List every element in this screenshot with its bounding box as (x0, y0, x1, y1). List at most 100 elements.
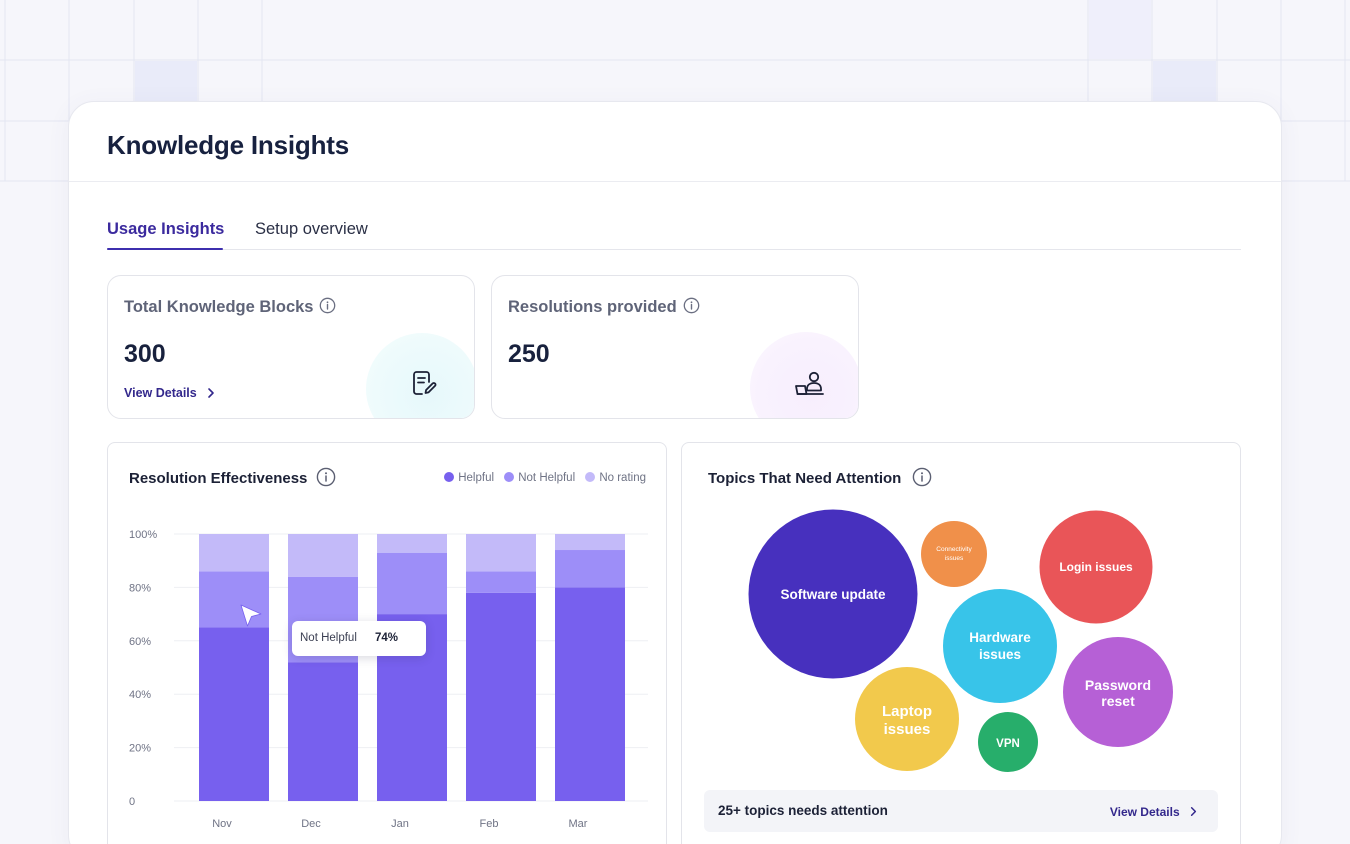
mouse-cursor-icon (240, 604, 262, 627)
bubble (748, 509, 918, 679)
bar-segment-no-rating[interactable] (377, 534, 447, 553)
topics-attention-panel: Topics That Need Attention Software upda… (681, 442, 1241, 844)
bubble (943, 589, 1057, 703)
legend-label: Not Helpful (518, 472, 576, 484)
view-details-label: View Details (1109, 805, 1180, 819)
bubble-label: issues (884, 721, 931, 738)
stat-card-total-knowledge-blocks: Total Knowledge Blocks 300 View Details (107, 275, 475, 419)
y-tick-label: 60% (129, 636, 151, 648)
tooltip-value: 74% (375, 632, 399, 644)
tab-bar: Usage Insights Setup overview (107, 216, 1241, 250)
bubble (978, 712, 1038, 772)
bar-segment-not-helpful[interactable] (377, 552, 447, 615)
panel-title-label: Resolution Effectiveness (129, 470, 308, 487)
bar-segment-no-rating[interactable] (288, 534, 358, 577)
bar-segment-not-helpful[interactable] (466, 571, 536, 593)
bubble-label: issues (945, 555, 964, 562)
stat-title-label: Total Knowledge Blocks (124, 298, 314, 316)
panel-title-label: Topics That Need Attention (708, 470, 902, 487)
view-details-link[interactable]: View Details (124, 386, 218, 400)
bar-segment-helpful[interactable] (199, 627, 269, 801)
x-tick-label: Dec (301, 818, 321, 830)
legend-label: Helpful (458, 472, 495, 484)
chart-tooltip: Not Helpful 74% (292, 621, 426, 656)
knowledge-insights-card: Knowledge Insights Usage Insights Setup … (68, 101, 1282, 844)
bar-segment-no-rating[interactable] (466, 534, 536, 572)
bubble-label: reset (1101, 693, 1135, 709)
bubble-label: Laptop (882, 703, 932, 720)
bubble-laptop-issues[interactable]: Laptop issues (855, 667, 959, 771)
stat-title-label: Resolutions provided (508, 298, 677, 316)
bubble-connectivity-issues[interactable]: Connectivity issues (921, 521, 987, 587)
legend-item-no-rating: No rating (585, 472, 646, 484)
bubble (921, 521, 987, 587)
bubble-login-issues[interactable]: Login issues (1039, 510, 1153, 624)
bar-segment-not-helpful[interactable] (199, 571, 269, 628)
chart-legend: Helpful Not Helpful No rating (437, 472, 646, 484)
x-tick-label: Mar (569, 818, 588, 830)
bubble-label: VPN (996, 738, 1020, 750)
active-tab-indicator (107, 248, 223, 250)
info-icon[interactable] (683, 297, 700, 314)
resolution-effectiveness-panel: Resolution Effectiveness Helpful Not Hel… (107, 442, 667, 844)
legend-dot (585, 472, 596, 482)
info-icon[interactable] (319, 297, 336, 314)
y-tick-label: 40% (129, 689, 151, 701)
bar-segment-no-rating[interactable] (199, 534, 269, 572)
bar-segment-not-helpful[interactable] (555, 550, 625, 588)
legend-item-not-helpful: Not Helpful (504, 472, 575, 484)
view-details-label: View Details (124, 386, 197, 400)
bubble-label: Login issues (1059, 560, 1133, 574)
y-tick-label: 80% (129, 582, 151, 594)
stat-icon-background (366, 333, 474, 418)
y-tick-label: 0 (129, 796, 135, 808)
x-tick-label: Jan (391, 818, 409, 830)
user-desk-icon (795, 371, 824, 395)
x-tick-label: Nov (212, 818, 232, 830)
stat-card-resolutions-provided: Resolutions provided 250 (491, 275, 859, 419)
panel-title: Topics That Need Attention (708, 467, 932, 487)
tooltip-label: Not Helpful (300, 632, 357, 644)
chevron-right-icon (1190, 807, 1197, 816)
topics-summary-bar: 25+ topics needs attention View Details (704, 790, 1218, 832)
info-icon[interactable] (316, 467, 336, 487)
panel-title: Resolution Effectiveness (129, 467, 336, 487)
bubble-label: Connectivity (936, 546, 972, 553)
topics-summary-text: 25+ topics needs attention (718, 803, 888, 818)
x-tick-label: Feb (480, 818, 499, 830)
legend-item-helpful: Helpful (444, 472, 494, 484)
tab-setup-overview[interactable]: Setup overview (255, 220, 368, 238)
bubble-software-update[interactable]: Software update (748, 509, 918, 679)
bar-segment-helpful[interactable] (288, 662, 358, 801)
y-tick-label: 100% (129, 529, 157, 541)
legend-dot (444, 472, 455, 482)
chevron-right-icon (208, 388, 215, 398)
bubble-hardware-issues[interactable]: Hardware issues (943, 589, 1057, 703)
y-tick-label: 20% (129, 743, 151, 755)
stat-title: Resolutions provided (508, 297, 700, 317)
view-details-link[interactable]: View Details (1110, 805, 1200, 819)
topics-bubble-chart: Software update Connectivity issues Logi… (748, 509, 1173, 772)
bar-segment-helpful[interactable] (555, 587, 625, 801)
tab-usage-insights[interactable]: Usage Insights (107, 220, 225, 238)
bubble-password-reset[interactable]: Password reset (1063, 637, 1173, 747)
bubble-label: Software update (780, 587, 886, 602)
info-icon[interactable] (912, 467, 932, 487)
document-edit-icon (413, 371, 437, 395)
stat-title: Total Knowledge Blocks (124, 297, 336, 317)
bar-segment-helpful[interactable] (466, 592, 536, 801)
bubble (1039, 510, 1153, 624)
bubble-label: Hardware (969, 630, 1031, 645)
card-header: Knowledge Insights (69, 102, 1281, 182)
bubble-label: issues (979, 647, 1021, 662)
page-title: Knowledge Insights (107, 130, 349, 160)
bar-segment-no-rating[interactable] (555, 534, 625, 551)
bubble-label: Password (1085, 677, 1151, 693)
stat-value: 250 (508, 340, 550, 368)
stat-icon-background (750, 332, 858, 418)
bubble (1063, 637, 1173, 747)
bubble-vpn[interactable]: VPN (978, 712, 1038, 772)
legend-dot (504, 472, 515, 482)
bubble (855, 667, 959, 771)
legend-label: No rating (599, 472, 646, 484)
